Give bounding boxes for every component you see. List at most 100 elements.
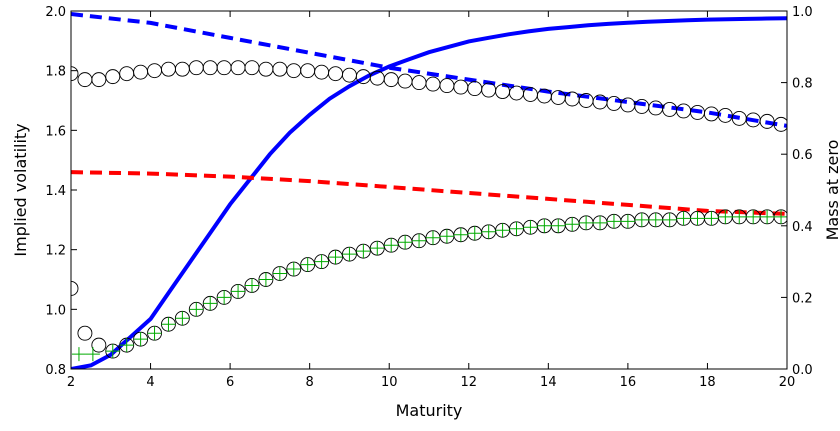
series-3-point: [230, 60, 246, 76]
series-5-point: [593, 215, 608, 230]
y-tick-label-right: 0.0: [792, 363, 813, 378]
series-5-point: [467, 226, 482, 241]
plot-frame: [70, 10, 788, 370]
series-3-point: [606, 96, 622, 111]
series-5-point: [509, 221, 524, 236]
series-5-point: [258, 272, 273, 287]
series-3-point: [272, 61, 288, 77]
series-5-point: [690, 211, 705, 226]
x-tick-label: 4: [146, 375, 154, 390]
series-5-point: [328, 250, 343, 265]
series-5-point: [606, 214, 621, 229]
series-5-point: [314, 254, 329, 269]
series-5-point: [384, 238, 399, 253]
series-5-point: [676, 211, 691, 226]
series-3-point: [105, 69, 121, 85]
axes-ticks: 2 4 6 8 10 12 14 16 18 20 0.8 1.0 1.2 1.4 1.6 1.8 2.0 0.0…: [45, 5, 812, 390]
series-5-point: [119, 338, 134, 353]
series-5-point: [300, 257, 315, 272]
y-tick-label-right: 1.0: [792, 5, 813, 20]
x-tick-label: 18: [699, 375, 716, 390]
series-4-point: [77, 325, 93, 341]
series-3-point: [341, 67, 357, 83]
series-3-point: [216, 60, 232, 76]
series-3-point: [676, 103, 692, 119]
series-5-point: [370, 241, 385, 256]
series-5-point: [718, 209, 733, 224]
series-line-0: [71, 16, 787, 369]
y-tick-label-right: 0.6: [792, 148, 813, 163]
series-3-point: [411, 75, 427, 91]
series-3-point: [620, 97, 636, 113]
series-3-point: [550, 90, 566, 105]
series-5-point: [760, 209, 775, 224]
series-5-point: [105, 344, 120, 359]
series-5-point: [523, 220, 538, 235]
series-5-point: [704, 211, 719, 226]
x-tick-label: 6: [226, 375, 234, 390]
series-5-point: [286, 262, 301, 277]
y-tick-label-right: 0.2: [792, 291, 813, 306]
series-5-point: [356, 244, 371, 259]
series-3-point: [258, 61, 274, 77]
series-3-point: [439, 78, 455, 94]
series-3-point: [161, 61, 176, 77]
series-4-point: [71, 281, 79, 296]
series-5-point: [147, 326, 162, 341]
series-5-point: [537, 218, 552, 233]
y-axis-title-left: Implied volatility: [11, 123, 30, 256]
series-5-point: [481, 224, 496, 239]
series-3-point: [773, 116, 787, 132]
series-5-point: [634, 212, 649, 227]
series-5-point: [342, 247, 357, 262]
x-tick-label: 20: [779, 375, 796, 390]
series-3-point: [244, 60, 260, 76]
series-5-point: [746, 209, 761, 224]
series-3-point: [174, 61, 190, 77]
y-tick-label-left: 1.6: [45, 124, 66, 139]
y-tick-label-left: 0.8: [45, 363, 66, 378]
y-tick-label-right: 0.4: [792, 220, 813, 235]
series-5-point: [439, 229, 454, 244]
series-5-point: [774, 209, 787, 224]
series-3-point: [397, 73, 413, 89]
series-3-point: [188, 60, 204, 76]
series-3-point: [481, 82, 497, 98]
series-5-point: [648, 212, 663, 227]
series-line-2: [71, 170, 787, 216]
series-3-point: [77, 72, 93, 88]
y-tick-label-left: 1.8: [45, 65, 66, 80]
series-3-point: [147, 63, 162, 79]
series-3-point: [509, 85, 524, 101]
series-5-point: [412, 233, 427, 248]
series-5-point: [551, 218, 566, 233]
x-tick-label: 12: [461, 375, 478, 390]
series-5-point: [425, 230, 440, 245]
series-3-point: [425, 76, 441, 92]
series-5-point: [732, 209, 747, 224]
series-3-point: [300, 63, 316, 79]
series-3-point: [759, 113, 775, 129]
series-5-point: [398, 235, 413, 250]
series-3-point: [91, 72, 107, 88]
series-3-point: [133, 64, 149, 80]
x-tick-label: 2: [67, 375, 75, 390]
series-3-point: [328, 66, 343, 82]
series-5-point: [272, 266, 287, 281]
x-tick-label: 10: [381, 375, 398, 390]
y-axis-title-right: Mass at zero: [823, 140, 840, 241]
series-3-point: [202, 60, 218, 76]
y-tick-label-left: 1.0: [45, 303, 66, 318]
y-tick-label-left: 1.2: [45, 244, 66, 259]
series-5-point: [71, 347, 86, 362]
series-5-point: [203, 296, 218, 311]
plot-area: [71, 12, 787, 369]
series-5-point: [662, 212, 677, 227]
series-3-point: [634, 99, 650, 114]
series-5-point: [565, 217, 580, 232]
series-5-point: [189, 302, 204, 317]
series-5-point: [217, 290, 232, 305]
x-tick-label: 8: [306, 375, 314, 390]
x-tick-label: 14: [540, 375, 557, 390]
